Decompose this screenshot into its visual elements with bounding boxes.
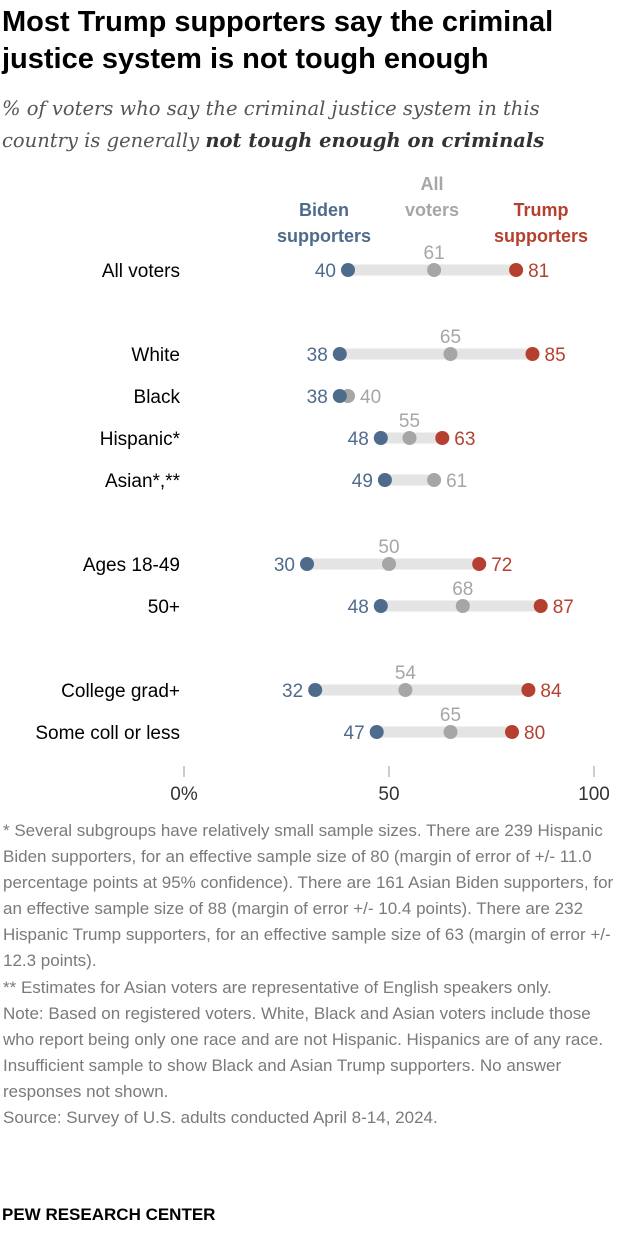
footnote-asian-english: ** Estimates for Asian voters are repres… <box>3 977 552 997</box>
biden-value-some-coll-or-less: 47 <box>344 723 365 744</box>
trump-dot-50 <box>533 599 548 613</box>
biden-dot-ages-18-49 <box>300 557 314 571</box>
row-label-all-voters: All voters <box>102 261 180 282</box>
legend-trump-line-1: Trump <box>513 200 568 220</box>
x-tick-label-0: 0% <box>170 784 198 805</box>
biden-dot-college-grad <box>308 683 323 697</box>
biden-value-college-grad: 32 <box>282 681 303 702</box>
row-label-ages-18-49: Ages 18-49 <box>83 555 180 576</box>
biden-value-asian: 49 <box>352 471 373 492</box>
all-dot-white <box>443 347 458 361</box>
x-tick-label-100: 100 <box>578 784 610 805</box>
legend-biden-line-1: Biden <box>299 200 349 220</box>
all-dot-ages-18-49 <box>382 557 396 571</box>
biden-dot-black <box>332 389 347 403</box>
biden-dot-all-voters <box>341 263 355 277</box>
all-value-ages-18-49: 50 <box>378 537 399 558</box>
all-dot-college-grad <box>398 683 413 697</box>
trump-dot-hispanic <box>435 431 450 445</box>
footnotes: * Several subgroups have relatively smal… <box>3 818 615 1131</box>
biden-dot-white <box>332 347 347 361</box>
biden-value-50: 48 <box>348 597 369 618</box>
all-value-all-voters: 61 <box>424 243 445 264</box>
biden-dot-some-coll-or-less <box>369 725 384 739</box>
pew-logo-text: PEW RESEARCH CENTER <box>2 1205 216 1224</box>
biden-dot-hispanic <box>373 431 388 445</box>
row-label-hispanic: Hispanic* <box>100 429 181 450</box>
legend-all-line-2: voters <box>405 200 459 220</box>
trump-dot-ages-18-49 <box>472 557 487 571</box>
trump-value-50: 87 <box>553 597 574 618</box>
biden-value-black: 38 <box>307 387 328 408</box>
trump-dot-college-grad <box>521 683 536 697</box>
subtitle-bold: not tough enough on criminals <box>205 129 545 152</box>
all-value-some-coll-or-less: 65 <box>440 705 461 726</box>
all-dot-all-voters <box>427 263 442 277</box>
footnote-note: Note: Based on registered voters. White,… <box>3 1003 604 1101</box>
legend-all-line-1: All <box>420 174 443 194</box>
biden-value-white: 38 <box>307 345 328 366</box>
all-value-black: 40 <box>360 387 381 408</box>
biden-value-hispanic: 48 <box>348 429 369 450</box>
legend-trump-line-2: supporters <box>494 226 588 246</box>
biden-dot-50 <box>373 599 388 613</box>
subtitle-plain: % of voters who say the criminal justice… <box>2 97 540 152</box>
all-dot-hispanic <box>402 431 417 445</box>
trump-dot-some-coll-or-less <box>505 725 519 739</box>
trump-value-ages-18-49: 72 <box>491 555 512 576</box>
legend-biden-line-2: supporters <box>277 226 371 246</box>
all-value-50: 68 <box>452 579 473 600</box>
chart-title: Most Trump supporters say the criminal j… <box>2 6 554 75</box>
x-tick-label-50: 50 <box>378 784 399 805</box>
all-dot-some-coll-or-less <box>443 725 458 739</box>
all-value-white: 65 <box>440 327 461 348</box>
row-label-college-grad: College grad+ <box>61 681 180 702</box>
trump-value-white: 85 <box>545 345 566 366</box>
all-dot-50 <box>455 599 470 613</box>
trump-value-some-coll-or-less: 80 <box>524 723 545 744</box>
biden-dot-asian <box>377 473 392 487</box>
row-label-50: 50+ <box>148 597 180 618</box>
all-value-hispanic: 55 <box>399 411 420 432</box>
row-label-black: Black <box>134 387 181 408</box>
row-label-asian: Asian*,** <box>105 471 181 492</box>
trump-dot-white <box>525 347 540 361</box>
chart-subtitle: % of voters who say the criminal justice… <box>2 93 614 157</box>
dot-plot: Biden supporters All voters Trump supporters A… <box>35 174 610 805</box>
biden-value-all-voters: 40 <box>315 261 336 282</box>
all-dot-asian <box>427 473 442 487</box>
all-value-asian: 61 <box>446 471 467 492</box>
row-label-some-coll-or-less: Some coll or less <box>35 723 180 744</box>
footnote-sample-size: * Several subgroups have relatively smal… <box>3 821 614 971</box>
biden-value-ages-18-49: 30 <box>274 555 295 576</box>
footnote-source: Source: Survey of U.S. adults conducted … <box>3 1108 438 1128</box>
row-label-white: White <box>131 345 180 366</box>
trump-dot-all-voters <box>509 263 524 277</box>
trump-value-hispanic: 63 <box>454 429 475 450</box>
trump-value-all-voters: 81 <box>528 261 549 282</box>
all-value-college-grad: 54 <box>395 663 417 684</box>
trump-value-college-grad: 84 <box>540 681 562 702</box>
